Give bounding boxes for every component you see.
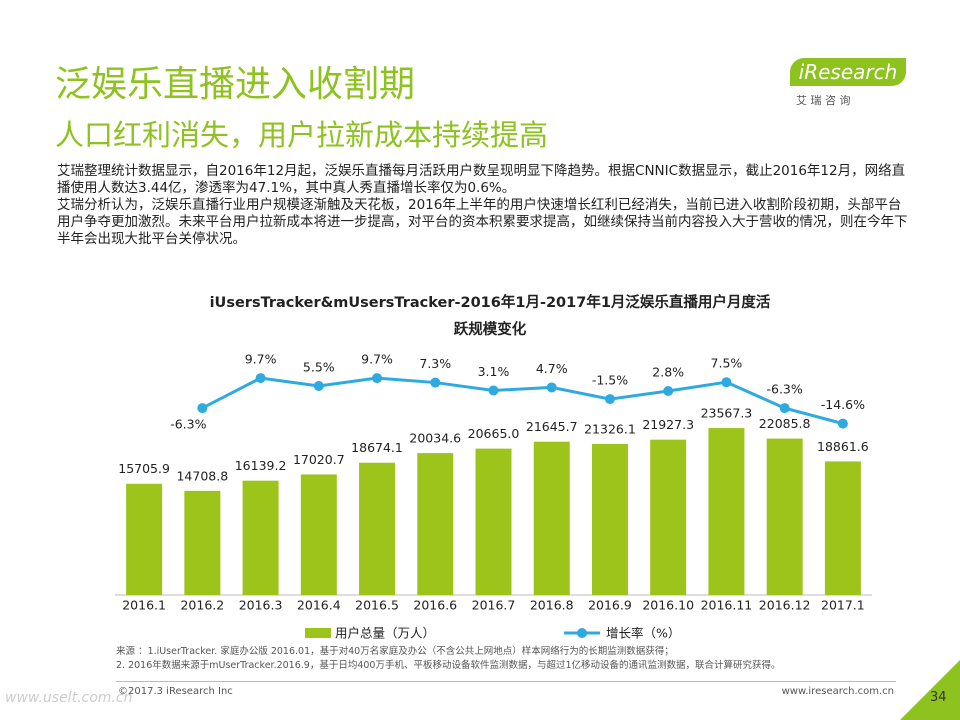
data-label: -6.3% — [767, 382, 803, 397]
title: 泛娱乐直播进入收割期 — [55, 64, 416, 105]
bar — [475, 448, 512, 595]
line-marker — [837, 418, 848, 429]
line-marker — [546, 382, 557, 393]
data-label: 20034.6 — [409, 431, 461, 446]
paragraph: 艾瑞分析认为，泛娱乐直播行业用户规模逐渐触及天花板，2016年上半年的用户快速增… — [57, 197, 908, 247]
chart-title: iUsersTracker&mUsersTracker-2016年1月-2017… — [209, 295, 771, 338]
source: 来源 ：1.iUserTracker. 家庭办公版 2016.01，基于对40万… — [116, 646, 674, 657]
data-label: 20665.0 — [468, 426, 520, 441]
bar — [359, 462, 396, 595]
x-tick-label: 2016.6 — [413, 598, 457, 613]
line-marker — [488, 385, 499, 396]
data-label: 4.7% — [536, 361, 568, 376]
bar — [650, 439, 687, 595]
line-marker — [197, 403, 208, 414]
data-label: -6.3% — [170, 417, 206, 432]
body: 艾瑞整理统计数据显示，自2016年12月起，泛娱乐直播每月活跃用户数呈现明显下降… — [57, 163, 909, 248]
line-marker — [430, 377, 441, 388]
x-tick-label: 2016.2 — [180, 598, 224, 613]
x-tick-label: 2016.11 — [701, 598, 753, 613]
footer-rule — [116, 681, 896, 682]
line-marker — [255, 373, 266, 384]
data-label: 9.7% — [245, 352, 277, 367]
data-label: -1.5% — [592, 373, 628, 388]
data-label: 14708.8 — [176, 468, 228, 483]
corner — [900, 660, 960, 720]
data-label: 21927.3 — [642, 417, 694, 432]
data-label: 18861.6 — [817, 439, 869, 454]
data-label: 21326.1 — [584, 421, 636, 436]
legend-swatch — [305, 628, 331, 638]
bar — [708, 428, 745, 595]
source: 2. 2016年数据来源于mUserTracker.2016.9，基于日均400… — [116, 660, 781, 671]
legend-label: 用户总量（万人） — [335, 626, 435, 641]
line — [201, 376, 844, 426]
x-tick-label: 2016.8 — [530, 598, 574, 613]
bar — [533, 441, 570, 595]
logo: iResearch — [790, 58, 906, 86]
bar — [184, 490, 221, 595]
legend-label: 增长率（%） — [606, 626, 680, 641]
line-marker — [604, 394, 615, 405]
logo-sub: 艾 瑞 咨 询 — [796, 94, 851, 107]
data-label: 5.5% — [303, 359, 335, 374]
line-marker — [721, 377, 732, 388]
x-tick-label: 2016.4 — [297, 598, 341, 613]
x-tick-label: 2016.7 — [472, 598, 516, 613]
subtitle: 人口红利消失，用户拉新成本持续提高 — [55, 118, 549, 152]
bar — [126, 483, 163, 595]
x-tick-label: 2016.9 — [588, 598, 632, 613]
bar — [766, 438, 803, 595]
x-tick-label: 2017.1 — [821, 598, 865, 613]
x-tick-label: 2016.3 — [239, 598, 283, 613]
data-label: 2.8% — [652, 365, 684, 380]
paragraph: 艾瑞整理统计数据显示，自2016年12月起，泛娱乐直播每月活跃用户数呈现明显下降… — [57, 163, 906, 196]
data-label: 21645.7 — [526, 419, 578, 434]
bar — [824, 461, 861, 595]
url: www.iresearch.com.cn — [781, 686, 894, 697]
data-label: 22085.8 — [759, 416, 811, 431]
data-label: 15705.9 — [118, 461, 170, 476]
sources: 来源 ：1.iUserTracker. 家庭办公版 2016.01，基于对40万… — [116, 645, 781, 673]
x-tick-label: 2016.12 — [759, 598, 811, 613]
bar — [300, 474, 337, 595]
data-label: -14.6% — [821, 397, 865, 412]
data-label: 16139.2 — [235, 458, 287, 473]
line-marker — [313, 380, 324, 391]
data-label: 17020.7 — [293, 452, 345, 467]
bar — [591, 443, 628, 595]
bar — [242, 480, 279, 595]
copyright: ©2017.3 iResearch Inc — [118, 686, 233, 697]
x-tick-label: 2016.1 — [122, 598, 166, 613]
data-label: 23567.3 — [701, 406, 753, 421]
data-label: 18674.1 — [351, 440, 403, 455]
watermark: www.uselt.com.cn — [5, 690, 133, 706]
data-label: 3.1% — [478, 364, 510, 379]
line-marker — [779, 403, 790, 414]
legend-swatch — [577, 628, 587, 638]
x-tick-label: 2016.5 — [355, 598, 399, 613]
line-marker — [372, 373, 383, 384]
data-label: 7.5% — [711, 356, 743, 371]
data-label: 7.3% — [419, 356, 451, 371]
line-marker — [663, 386, 674, 396]
x-tick-label: 2016.10 — [642, 598, 694, 613]
data-label: 9.7% — [361, 352, 393, 367]
bar — [417, 453, 454, 595]
page-number: 34 — [930, 690, 947, 705]
